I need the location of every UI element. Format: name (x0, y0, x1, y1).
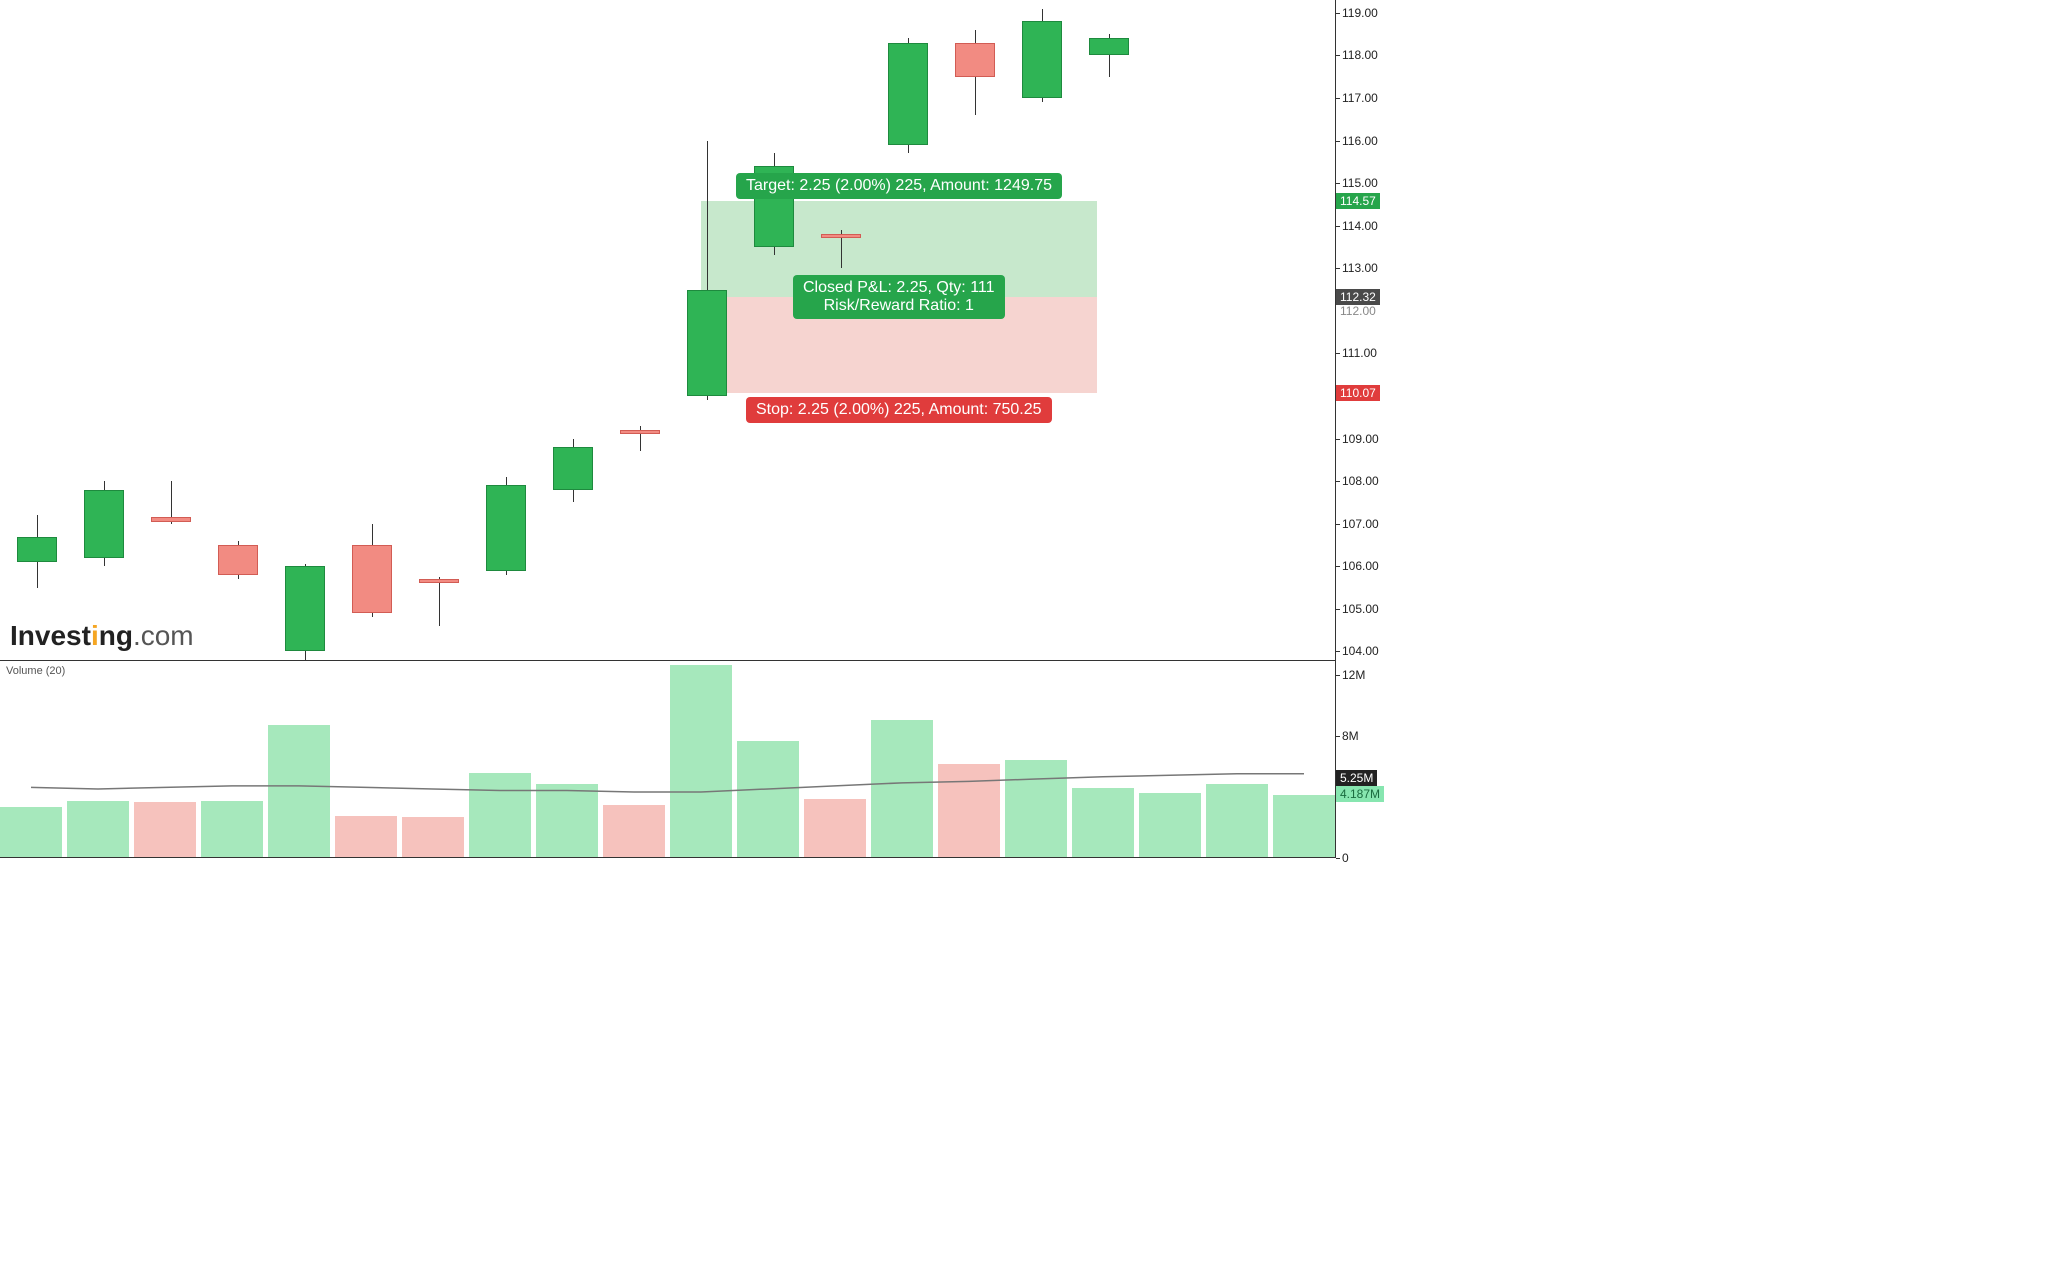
volume-bar[interactable] (201, 801, 263, 857)
candle[interactable] (687, 290, 727, 396)
volume-bar[interactable] (0, 807, 62, 857)
candle[interactable] (486, 485, 526, 570)
price-tick-label: 111.00 (1342, 346, 1377, 360)
price-tick-label: 119.00 (1342, 6, 1378, 20)
candle[interactable] (553, 447, 593, 490)
candle[interactable] (1089, 38, 1129, 55)
price-tick-label: 113.00 (1342, 261, 1378, 275)
target-label[interactable]: Target: 2.25 (2.00%) 225, Amount: 1249.7… (736, 173, 1062, 199)
candle[interactable] (285, 566, 325, 651)
candle[interactable] (151, 517, 191, 521)
price-tick-label: 118.00 (1342, 48, 1378, 62)
price-chart[interactable]: Target: 2.25 (2.00%) 225, Amount: 1249.7… (0, 0, 1336, 660)
volume-bar[interactable] (1139, 793, 1201, 857)
volume-axis: 12M8M05.25M4.187M (1336, 660, 1396, 858)
price-axis: 119.00 118.00 117.00 116.00 115.00 114.00 113.… (1336, 0, 1396, 660)
candle[interactable] (1022, 21, 1062, 98)
volume-tick-label: 8M (1342, 729, 1359, 743)
volume-bar[interactable] (469, 773, 531, 857)
candle[interactable] (84, 490, 124, 558)
volume-marker: 4.187M (1336, 786, 1384, 802)
volume-bar[interactable] (335, 816, 397, 857)
volume-bar[interactable] (1005, 760, 1067, 857)
price-tick-label: 116.00 (1342, 134, 1378, 148)
price-tick-label: 106.00 (1342, 559, 1379, 573)
volume-indicator-label: Volume (20) (6, 665, 65, 677)
price-marker: 110.07 (1336, 385, 1380, 401)
volume-bar[interactable] (67, 801, 129, 857)
volume-bar[interactable] (737, 741, 799, 857)
candle[interactable] (218, 545, 258, 575)
volume-chart[interactable]: Volume (20) (0, 660, 1336, 858)
price-marker: 112.00 (1336, 303, 1380, 319)
volume-tick-label: 0 (1342, 851, 1349, 865)
volume-bar[interactable] (402, 817, 464, 857)
volume-bar[interactable] (804, 799, 866, 857)
volume-bar[interactable] (603, 805, 665, 857)
volume-bar[interactable] (938, 764, 1000, 857)
price-marker: 114.57 (1336, 193, 1380, 209)
price-tick-label: 108.00 (1342, 474, 1379, 488)
volume-marker: 5.25M (1336, 770, 1377, 786)
volume-bar[interactable] (1206, 784, 1268, 857)
volume-bar[interactable] (268, 725, 330, 858)
price-tick-label: 115.00 (1342, 176, 1378, 190)
volume-bar[interactable] (1273, 795, 1335, 857)
volume-bar[interactable] (871, 720, 933, 857)
candle[interactable] (17, 537, 57, 563)
candle[interactable] (419, 579, 459, 583)
candle[interactable] (955, 43, 995, 77)
watermark-logo: Investing.com (10, 620, 194, 652)
pnl-label[interactable]: Closed P&L: 2.25, Qty: 111Risk/Reward Ra… (793, 275, 1005, 319)
candle[interactable] (821, 234, 861, 238)
volume-tick-label: 12M (1342, 668, 1365, 682)
volume-bar[interactable] (536, 784, 598, 857)
candle[interactable] (352, 545, 392, 613)
price-tick-label: 105.00 (1342, 602, 1379, 616)
candle[interactable] (888, 43, 928, 145)
volume-bar[interactable] (1072, 788, 1134, 857)
price-tick-label: 117.00 (1342, 91, 1378, 105)
price-tick-label: 104.00 (1342, 644, 1379, 658)
stop-label[interactable]: Stop: 2.25 (2.00%) 225, Amount: 750.25 (746, 397, 1052, 423)
volume-bar[interactable] (670, 665, 732, 857)
candle-wick (439, 577, 440, 626)
volume-bar[interactable] (134, 802, 196, 857)
candle[interactable] (620, 430, 660, 434)
price-tick-label: 107.00 (1342, 517, 1379, 531)
price-tick-label: 109.00 (1342, 432, 1379, 446)
price-tick-label: 114.00 (1342, 219, 1378, 233)
